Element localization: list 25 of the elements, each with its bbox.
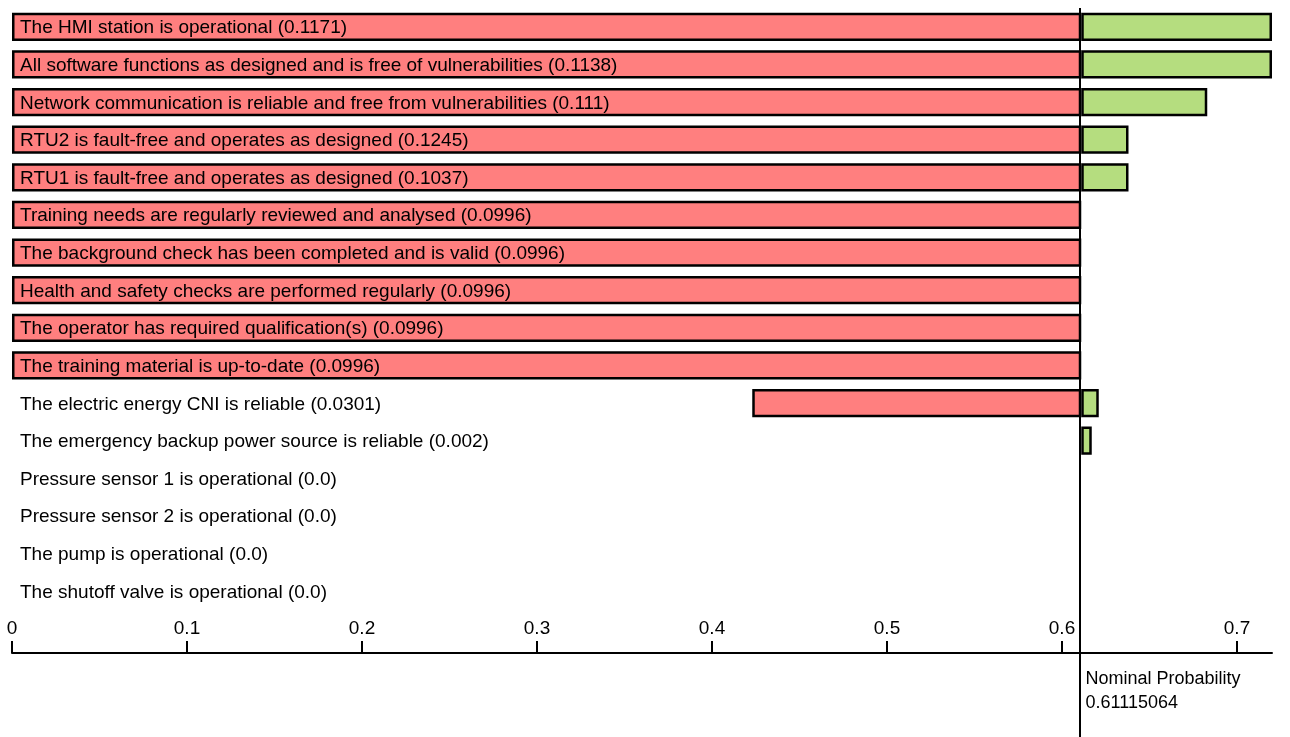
y-tick-label: Pressure sensor 2 is operational (0.0) [20,505,337,527]
ref-line-label: Nominal Probability 0.61115064 [1085,668,1246,712]
x-tick-label: 0.3 [523,617,551,638]
y-tick-label: RTU1 is fault-free and operates as designed (0.1037) [20,166,469,188]
y-tick-label: The shutoff valve is operational (0.0) [20,580,327,602]
x-tick-label: 0.1 [173,617,201,638]
x-tick-label: 0.6 [1048,617,1076,638]
x-tick-label: 0.7 [1223,617,1251,638]
y-tick-label: The electric energy CNI is reliable (0.0301) [20,392,382,414]
y-tick-label: All software functions as designed and is free of vulnerabilities (0.1138) [20,53,618,75]
y-tick-label: RTU2 is fault-free and operates as designed (0.1245) [20,129,469,151]
y-tick-label: Pressure sensor 1 is operational (0.0) [20,467,337,489]
y-tick-label: Network communication is reliable and free from vulnerabilities (0.111) [20,91,610,113]
x-tick-label: 0 [6,617,18,638]
y-tick-label: Health and safety checks are performed regularly (0.0996) [20,279,512,301]
y-tick-label: Training needs are regularly reviewed and analysed (0.0996) [20,204,532,226]
x-tick-label: 0.2 [348,617,376,638]
y-tick-label: The training material is up-to-date (0.0996) [20,354,381,376]
y-tick-label: The HMI station is operational (0.1171) [20,16,348,38]
y-tick-label: The pump is operational (0.0) [20,543,269,565]
x-tick-label: 0.4 [698,617,726,638]
y-tick-label: The background check has been completed and is valid (0.0996) [20,242,566,264]
x-tick-label: 0.5 [873,617,901,638]
y-tick-label: The emergency backup power source is reliable (0.002) [20,430,489,452]
y-tick-label: The operator has required qualification(s) (0.0996) [20,317,444,339]
